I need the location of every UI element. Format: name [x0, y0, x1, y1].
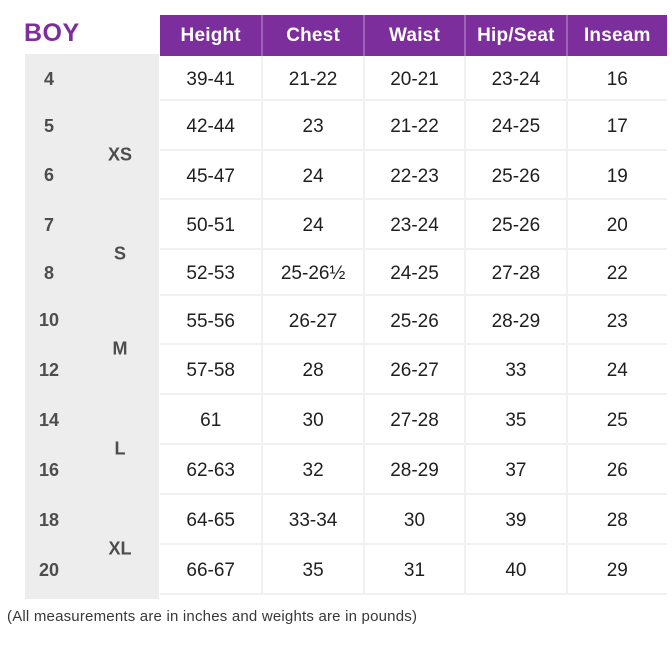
table-cell: 28-29	[362, 443, 465, 493]
footnote: (All measurements are in inches and weig…	[7, 608, 418, 625]
size-group-label-s: S	[113, 243, 127, 264]
column-header-chest: Chest	[261, 15, 362, 56]
chart-title: BOY	[24, 19, 80, 47]
size-label: 6	[43, 165, 54, 185]
table-cell: 27-28	[464, 248, 566, 294]
table-cell: 22-23	[362, 149, 465, 198]
table-cell: 28	[261, 343, 363, 393]
table-cell: 52-53	[160, 248, 262, 294]
table-cell: 35	[261, 543, 363, 593]
table-cell: 21-22	[261, 56, 362, 99]
table-cell: 33	[464, 343, 566, 393]
table-cell: 25-26	[362, 294, 465, 343]
table-cell: 55-56	[160, 294, 262, 343]
size-label: 5	[43, 115, 54, 136]
table-cell: 28	[565, 493, 667, 543]
size-label: 7	[43, 214, 54, 235]
size-group-label-xl: XL	[108, 538, 132, 559]
table-cell: 26-27	[362, 343, 465, 393]
table-cell: 16	[565, 56, 667, 99]
table-cell: 64-65	[160, 493, 262, 543]
table-cell: 25-26	[464, 198, 566, 248]
table-cell: 17	[565, 99, 667, 149]
size-group-label-m: M	[112, 338, 128, 359]
table-cell: 30	[362, 493, 465, 543]
table-cell: 30	[261, 393, 363, 443]
table-cell: 23	[261, 99, 363, 149]
table-cell: 66-67	[160, 543, 262, 593]
table-cell: 20	[565, 198, 667, 248]
table-header: Height Chest Waist Hip/Seat Inseam	[160, 15, 667, 56]
table-cell: 31	[362, 543, 465, 593]
table-cell: 50-51	[160, 198, 262, 248]
table-cell: 45-47	[160, 149, 262, 198]
table-cell: 29	[565, 543, 667, 593]
table-cell: 23	[565, 294, 667, 343]
column-header-hip-seat: Hip/Seat	[464, 15, 565, 56]
table-cell: 19	[565, 149, 667, 198]
table-cell: 28-29	[464, 294, 566, 343]
size-label: 20	[38, 559, 60, 580]
table-cell: 33-34	[261, 493, 363, 543]
table-cell: 24	[565, 343, 667, 393]
table-cell: 24-25	[464, 99, 566, 149]
table-cell: 24	[261, 149, 363, 198]
table-cell: 40	[464, 543, 566, 593]
table-cell: 24-25	[362, 248, 465, 294]
table-cell: 20-21	[362, 56, 464, 99]
table-cell: 42-44	[160, 99, 262, 149]
table-cell: 32	[261, 443, 363, 493]
size-label: 16	[38, 459, 60, 480]
table-cell: 22	[565, 248, 667, 294]
table-cell: 23-24	[464, 56, 565, 99]
size-group-label-l: L	[114, 438, 126, 459]
column-header-height: Height	[180, 24, 241, 46]
table-cell: 35	[464, 393, 566, 443]
size-number-column: 4 5 6 7 8 10 12 14 16 18 20	[25, 56, 159, 593]
table-cell: 27-28	[362, 393, 465, 443]
size-label: 12	[38, 359, 60, 380]
table-cell: 61	[160, 393, 262, 443]
table-cell: 23-24	[362, 198, 465, 248]
column-header-inseam: Inseam	[565, 15, 667, 56]
size-label: 18	[38, 509, 60, 530]
size-label: 10	[38, 310, 60, 330]
size-group-label-xs: XS	[107, 144, 133, 165]
table-cell: 39-41	[186, 68, 235, 90]
column-header-waist: Waist	[362, 15, 464, 56]
table-cell: 21-22	[362, 99, 465, 149]
size-label: 14	[38, 409, 60, 430]
table-cell: 26-27	[261, 294, 363, 343]
table-cell: 37	[464, 443, 566, 493]
table-cell: 24	[261, 198, 363, 248]
table-body: 39-41 21-22 20-21 23-24 16 42-44 23 21-2…	[160, 56, 667, 595]
table-cell: 26	[565, 443, 667, 493]
table-cell: 57-58	[160, 343, 262, 393]
size-label: 8	[43, 262, 54, 283]
table-cell: 62-63	[160, 443, 262, 493]
table-cell: 25-26½	[261, 248, 363, 294]
size-panel: 4 5 6 7 8 10 12 14 16 18 20 XS S M L XL	[25, 54, 159, 599]
table-cell: 25-26	[464, 149, 566, 198]
table-cell: 25	[565, 393, 667, 443]
size-label: 4	[43, 69, 54, 89]
table-cell: 39	[464, 493, 566, 543]
